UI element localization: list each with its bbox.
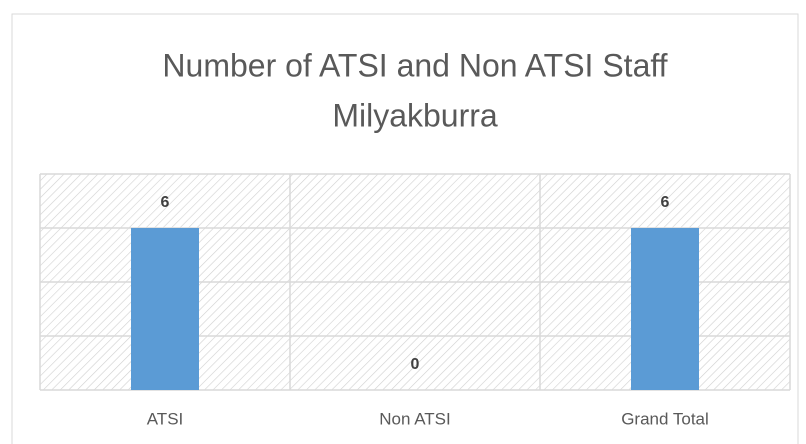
- chart-title: Number of ATSI and Non ATSI Staff: [162, 47, 667, 83]
- bar: [131, 228, 199, 390]
- x-tick-label: Non ATSI: [379, 409, 451, 428]
- data-label: 6: [661, 194, 670, 211]
- data-label: 0: [411, 356, 420, 373]
- chart-title: Milyakburra: [332, 97, 498, 133]
- x-tick-label: ATSI: [147, 409, 184, 428]
- data-label: 6: [161, 194, 170, 211]
- x-tick-label: Grand Total: [621, 409, 709, 428]
- bar: [631, 228, 699, 390]
